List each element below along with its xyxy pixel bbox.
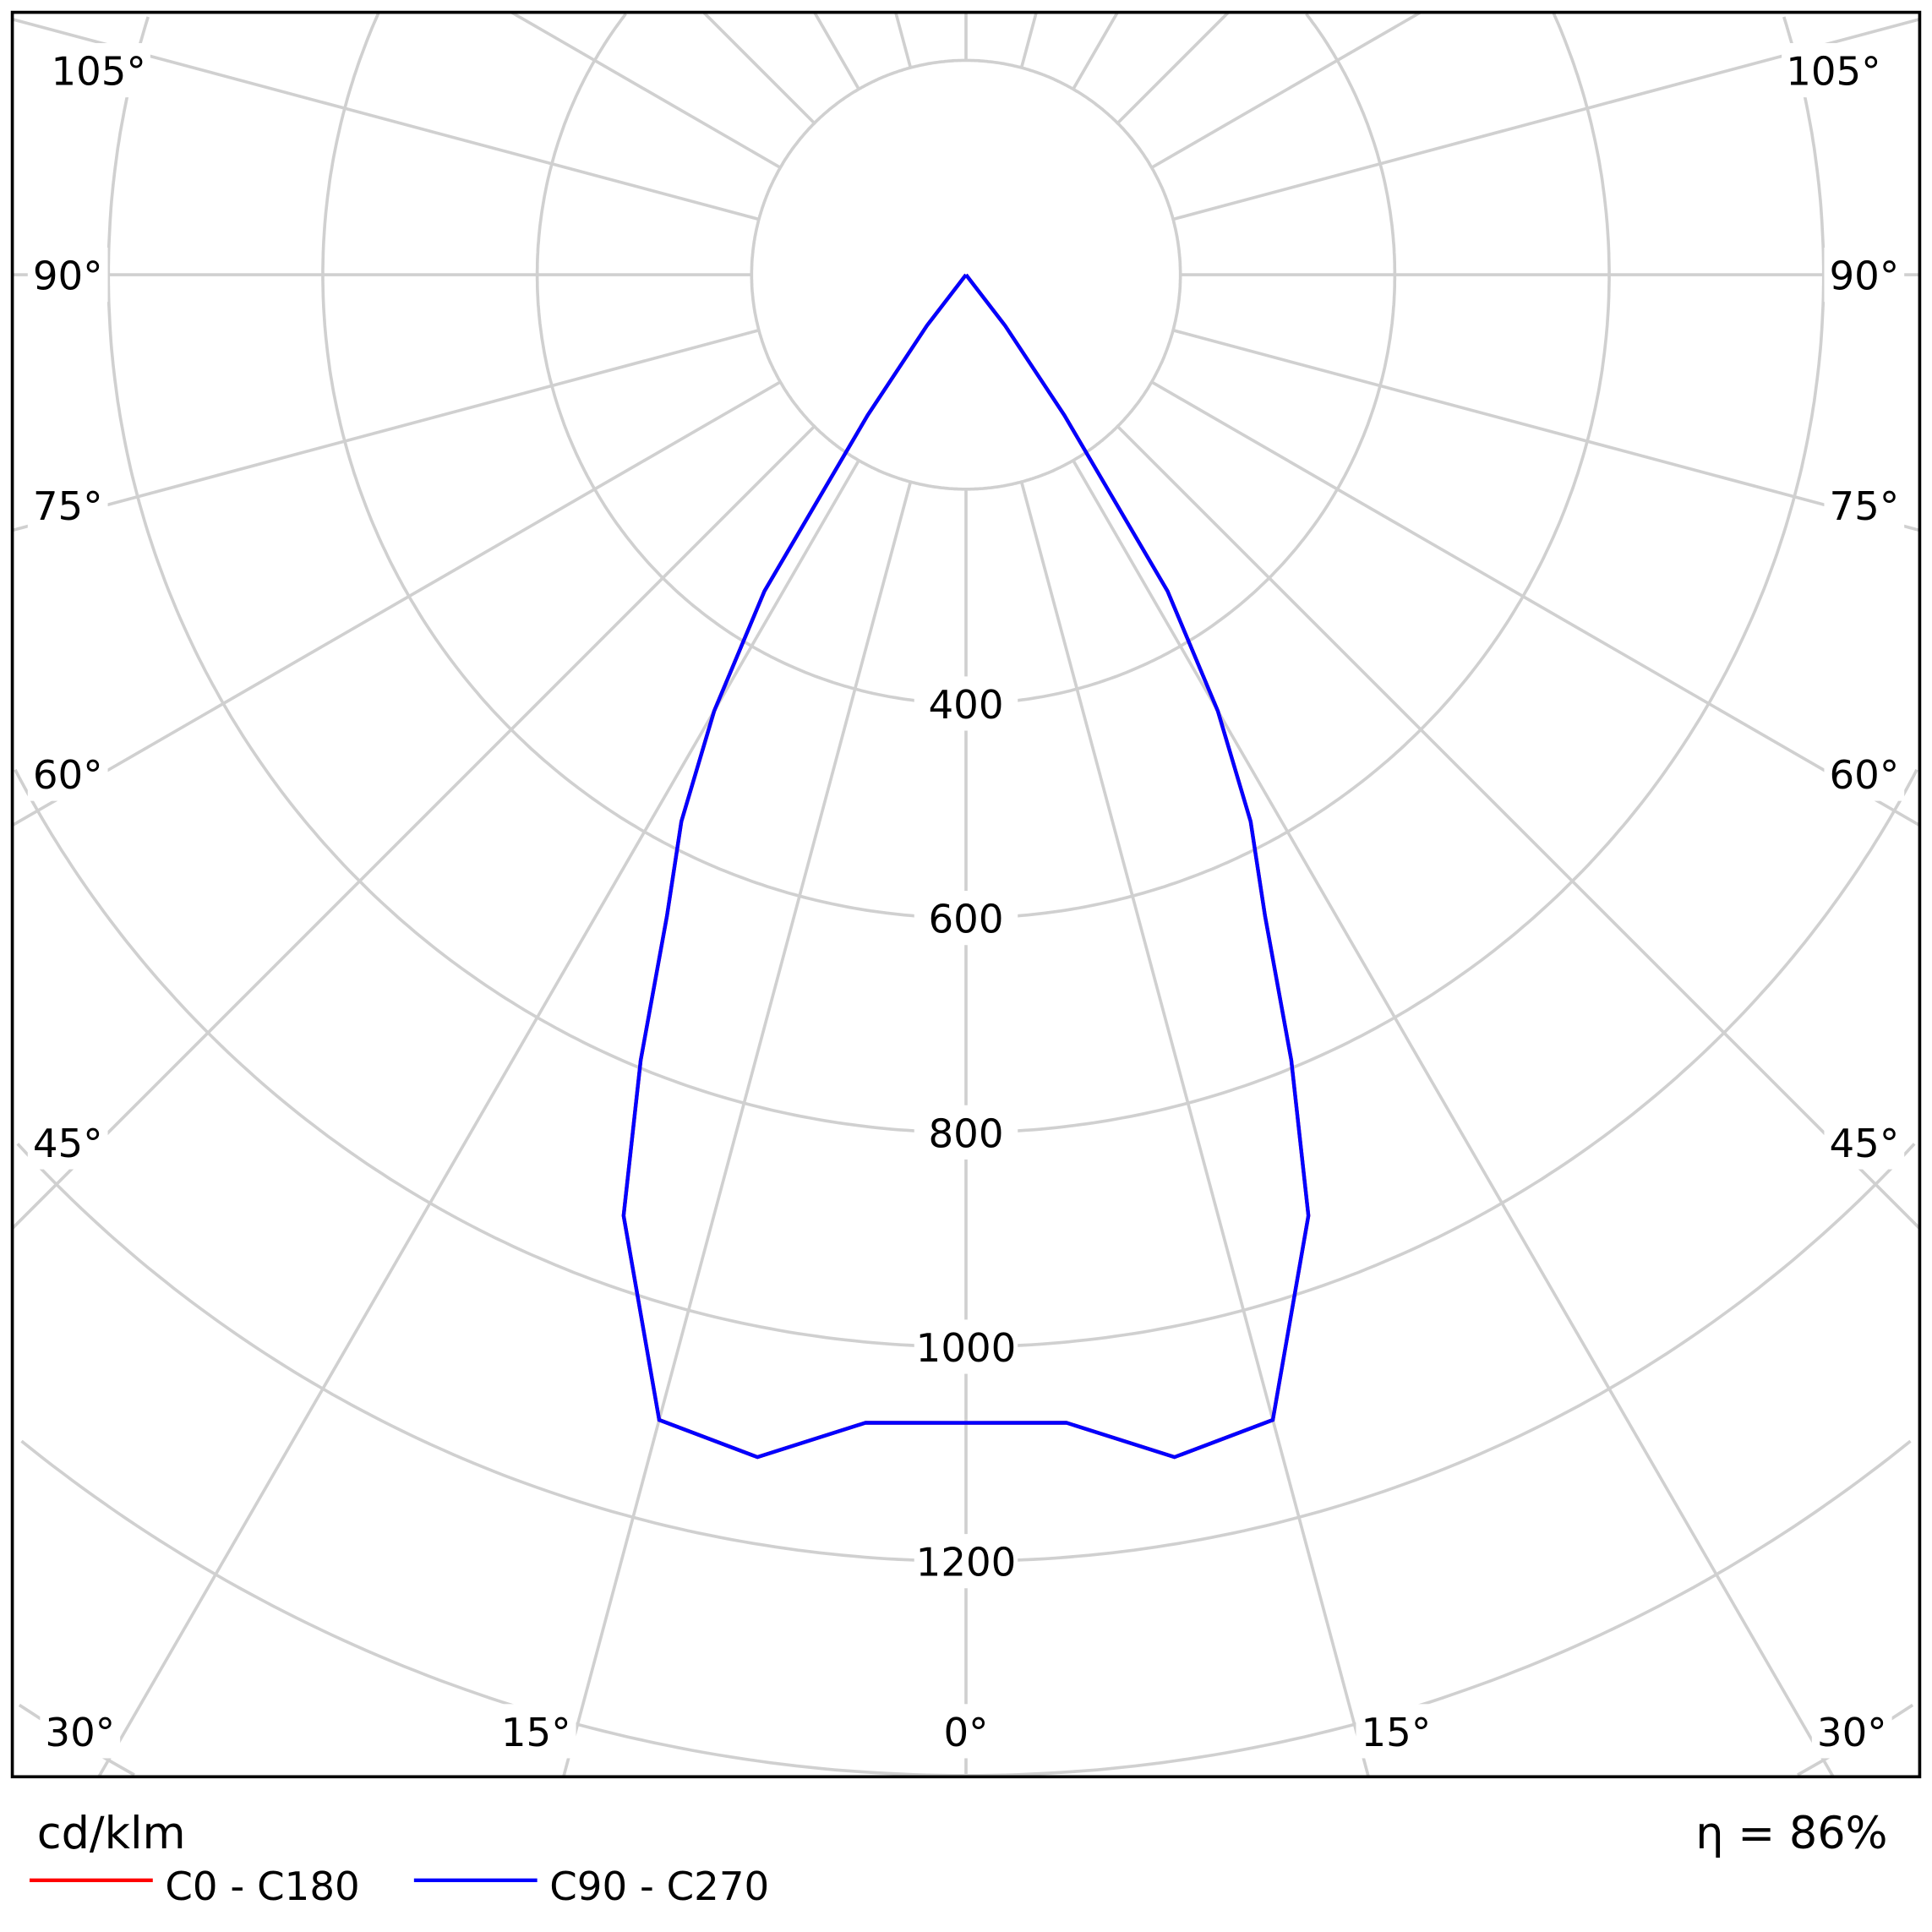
legend: C0 - C180 C90 - C270 [29, 1864, 769, 1910]
grid-ring [106, 16, 1826, 1134]
grid-spoke [510, 11, 782, 169]
ring-label: 600 [928, 898, 1003, 943]
grid-spoke [11, 425, 816, 1230]
grid-spoke [1019, 481, 1370, 1777]
angle-label: 90° [1829, 254, 1899, 300]
angle-label-bg [1824, 1115, 1905, 1170]
angle-label-bg [1782, 43, 1886, 98]
angle-label-bg [27, 746, 108, 801]
angle-label: 90° [33, 254, 103, 300]
ring-label-bg [914, 1319, 1018, 1374]
angle-label-bg [27, 1115, 108, 1170]
grid-ring [321, 12, 1611, 920]
ring-label: 400 [928, 683, 1003, 729]
grid-spoke [1150, 380, 1921, 827]
grid-spoke [1116, 11, 1230, 125]
grid-spoke [1172, 329, 1920, 532]
angle-label-bg [1824, 248, 1905, 303]
plot-frame [10, 10, 1922, 1779]
grid-spoke [11, 380, 782, 827]
grid-spoke [12, 329, 760, 532]
ring-label-bg [914, 891, 1018, 946]
curve-c90-c270 [621, 273, 1311, 1460]
grid-spoke [894, 12, 913, 68]
ring-label: 800 [928, 1111, 1003, 1157]
efficiency-label: η = 86% [1695, 1808, 1887, 1859]
angle-label: 60° [33, 753, 103, 799]
grid-spoke [1072, 459, 1835, 1778]
angle-label: 75° [33, 484, 103, 530]
angle-label: 0° [944, 1711, 989, 1756]
angle-label: 60° [1829, 753, 1899, 799]
angle-label: 105° [51, 50, 145, 96]
legend-label-c90-c270: C90 - C270 [549, 1864, 769, 1910]
ring-label-bg [914, 1105, 1018, 1160]
grid-ring [16, 1143, 1916, 1563]
grid-spoke [1116, 425, 1921, 1230]
ring-label-bg [914, 1534, 1018, 1589]
legend-label-c0-c180: C0 - C180 [165, 1864, 359, 1910]
curves [621, 273, 1311, 1460]
grid-spoke [702, 11, 816, 125]
angle-label: 45° [1829, 1122, 1899, 1167]
grid-spoke [1150, 11, 1422, 169]
angle-label-bg [495, 1704, 576, 1759]
angle-label: 30° [45, 1711, 115, 1756]
ring-label: 1200 [916, 1541, 1017, 1586]
angle-label: 45° [33, 1122, 103, 1167]
angle-label: 30° [1817, 1711, 1887, 1756]
tick-labels: 400 600 800 1000 1200 0° 15° 15° 30° 30° 45° 45° 60°… [27, 43, 1905, 1759]
grid-spoke [813, 11, 860, 90]
angle-label-bg [1824, 478, 1905, 532]
angle-label: 105° [1786, 50, 1880, 96]
angle-label-bg [937, 1704, 995, 1759]
unit-label: cd/klm [37, 1808, 186, 1859]
angle-label-bg [40, 1704, 121, 1759]
grid-ring [535, 13, 1397, 706]
grid-ring [20, 1439, 1912, 1777]
grid-spoke [97, 459, 860, 1778]
angle-label-bg [46, 43, 150, 98]
angle-label: 75° [1829, 484, 1899, 530]
angle-label: 15° [1361, 1711, 1431, 1756]
angle-label-bg [27, 478, 108, 532]
ring-label: 1000 [916, 1326, 1017, 1372]
ring-label-bg [914, 676, 1018, 731]
angle-label-bg [1811, 1704, 1892, 1759]
angle-label-bg [1356, 1704, 1437, 1759]
grid-ring [14, 768, 1918, 1349]
angle-label: 15° [501, 1711, 571, 1756]
grid-spoke [562, 481, 913, 1777]
angle-label-bg [1824, 746, 1905, 801]
grid-spoke [1019, 12, 1038, 68]
grid-spoke [1072, 11, 1119, 90]
angle-label-bg [27, 248, 108, 303]
